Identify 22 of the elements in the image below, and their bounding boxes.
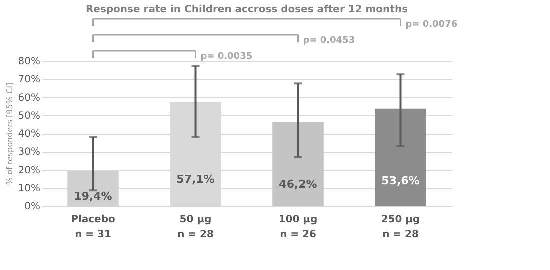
x-tick-label: 50 µg n = 28 [178,214,214,240]
text: p= 0.0453 [303,36,356,46]
data-label: 46,2% [279,178,318,192]
y-axis-title: % of responders [95% CI] [5,82,14,186]
y-tick-label: 60% [18,92,40,104]
y-tick-label: 10% [18,183,40,194]
x-tick-label: Placebo n = 31 [71,214,116,240]
data-label: 57,1% [176,173,215,186]
y-tick-label: 0% [24,202,40,212]
y-tick-label: 40% [18,129,40,140]
y-tick-label: 80% [18,56,40,68]
data-label: 19,4% [74,190,112,204]
y-tick-label: 20% [18,165,40,176]
y-tick-label: 50% [18,110,40,122]
x-tick-label: 250 µg n = 28 [381,214,420,240]
text: p= 0.0076 [406,20,458,30]
x-tick-label: 100 µg n = 26 [278,214,318,240]
y-tick-label: 30% [18,147,40,158]
y-tick-label: 70% [18,74,40,86]
annotation: p= 0.0035 [200,52,253,62]
chart-title: Response rate in Children accross doses after 12 months [86,4,408,16]
data-label: 53,6% [382,174,420,188]
